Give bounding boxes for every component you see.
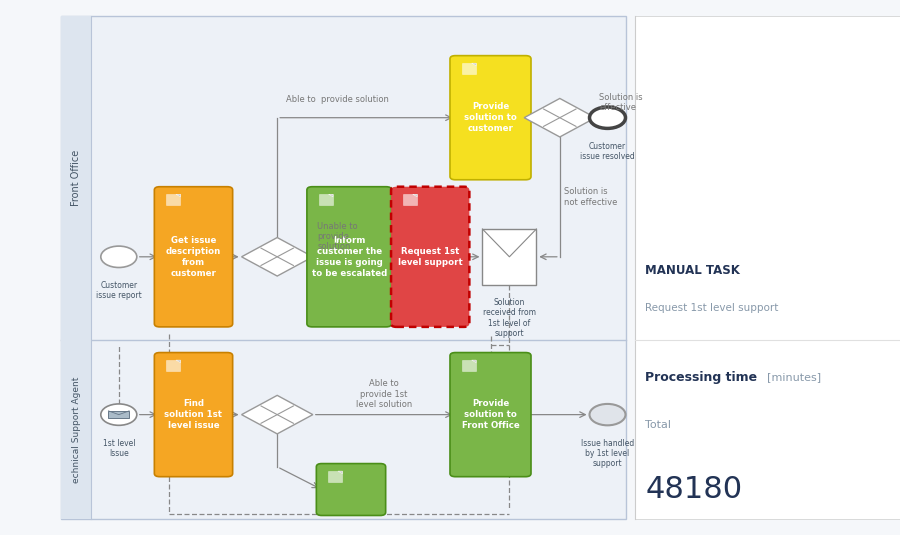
FancyBboxPatch shape <box>450 353 531 477</box>
Text: [minutes]: [minutes] <box>767 372 821 382</box>
FancyBboxPatch shape <box>391 187 470 327</box>
Text: Unable to
provide
solution: Unable to provide solution <box>318 221 358 251</box>
Text: Total: Total <box>645 421 671 430</box>
FancyBboxPatch shape <box>403 194 418 205</box>
FancyBboxPatch shape <box>109 411 130 418</box>
Text: MANUAL TASK: MANUAL TASK <box>645 264 740 277</box>
Text: 48180: 48180 <box>645 475 742 504</box>
FancyBboxPatch shape <box>317 463 386 516</box>
FancyBboxPatch shape <box>462 63 476 74</box>
Text: Customer
issue report: Customer issue report <box>96 281 141 300</box>
Text: Able to
provide 1st
level solution: Able to provide 1st level solution <box>356 379 412 409</box>
FancyBboxPatch shape <box>450 56 531 180</box>
Text: Inform
customer the
issue is going
to be escalated: Inform customer the issue is going to be… <box>311 235 387 278</box>
FancyBboxPatch shape <box>166 194 180 205</box>
Polygon shape <box>472 360 476 363</box>
Bar <box>61 340 91 519</box>
FancyBboxPatch shape <box>482 229 536 285</box>
Text: Provide
solution to
Front Office: Provide solution to Front Office <box>462 399 519 430</box>
Text: Solution is
effective: Solution is effective <box>599 93 643 112</box>
Text: Customer
issue resolved: Customer issue resolved <box>580 142 634 161</box>
Bar <box>61 16 91 340</box>
Polygon shape <box>176 360 180 363</box>
Text: Request 1st level support: Request 1st level support <box>645 303 778 312</box>
FancyBboxPatch shape <box>307 187 392 327</box>
FancyBboxPatch shape <box>328 471 343 482</box>
Text: Able to  provide solution: Able to provide solution <box>286 95 389 104</box>
FancyBboxPatch shape <box>155 187 232 327</box>
FancyBboxPatch shape <box>155 353 232 477</box>
Text: Front Office: Front Office <box>71 150 81 206</box>
Polygon shape <box>328 194 333 197</box>
Circle shape <box>101 246 137 268</box>
Text: 1st level
Issue: 1st level Issue <box>103 439 135 458</box>
FancyBboxPatch shape <box>462 360 476 371</box>
Polygon shape <box>338 471 343 474</box>
Circle shape <box>590 107 625 128</box>
FancyBboxPatch shape <box>166 360 180 371</box>
Text: Issue handled
by 1st level
support: Issue handled by 1st level support <box>580 439 634 469</box>
Text: Provide
solution to
customer: Provide solution to customer <box>464 102 517 133</box>
Polygon shape <box>472 63 476 66</box>
Circle shape <box>590 404 625 425</box>
Polygon shape <box>241 238 313 276</box>
Text: Processing time: Processing time <box>645 371 758 384</box>
Text: Request 1st
level support: Request 1st level support <box>398 247 463 267</box>
Text: Get issue
description
from
customer: Get issue description from customer <box>166 235 221 278</box>
FancyBboxPatch shape <box>61 16 626 519</box>
Polygon shape <box>176 194 180 197</box>
Bar <box>634 16 900 519</box>
Polygon shape <box>524 98 596 137</box>
Text: Solution
received from
1st level of
support: Solution received from 1st level of supp… <box>483 298 536 338</box>
Text: Find
solution 1st
level issue: Find solution 1st level issue <box>165 399 222 430</box>
Text: Solution is
not effective: Solution is not effective <box>564 187 617 207</box>
Circle shape <box>101 404 137 425</box>
FancyBboxPatch shape <box>319 194 333 205</box>
Polygon shape <box>412 194 418 197</box>
Polygon shape <box>241 395 313 434</box>
Text: echnical Support Agent: echnical Support Agent <box>72 376 81 483</box>
